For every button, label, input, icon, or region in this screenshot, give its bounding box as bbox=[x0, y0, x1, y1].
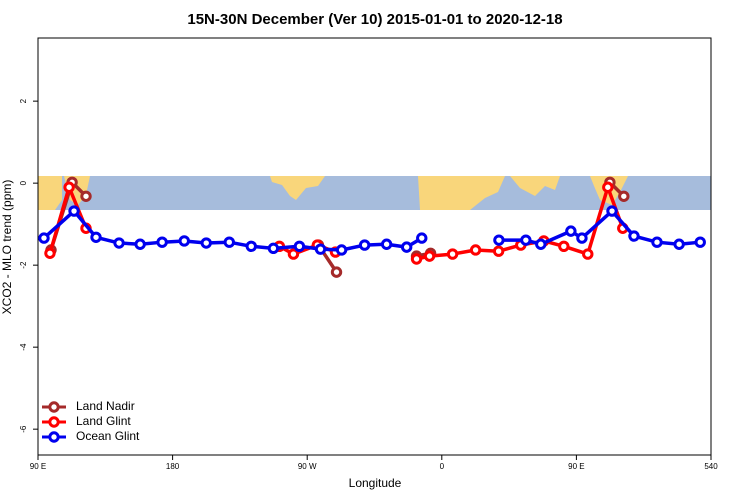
data-point bbox=[68, 205, 80, 217]
data-point bbox=[606, 205, 618, 217]
data-point bbox=[423, 250, 436, 262]
data-point bbox=[582, 248, 594, 260]
data-point bbox=[200, 237, 212, 249]
data-point bbox=[565, 225, 577, 237]
data-point bbox=[410, 253, 423, 265]
x-tick-label: 540 bbox=[704, 462, 718, 471]
data-point bbox=[287, 248, 300, 260]
data-point bbox=[576, 232, 588, 244]
data-point bbox=[156, 236, 168, 248]
legend-label: Ocean Glint bbox=[76, 429, 140, 443]
data-point bbox=[400, 241, 413, 253]
data-point bbox=[358, 239, 371, 251]
y-tick-label: -2 bbox=[19, 261, 28, 269]
y-axis-label: XCO2 - MLO trend (ppm) bbox=[0, 180, 14, 315]
data-point bbox=[330, 266, 343, 278]
legend-label: Land Nadir bbox=[76, 399, 135, 413]
y-tick-label: -6 bbox=[19, 425, 28, 433]
data-point bbox=[267, 242, 280, 255]
x-tick-label: 0 bbox=[440, 462, 445, 471]
data-point bbox=[314, 243, 327, 255]
x-tick-label: 90 W bbox=[298, 462, 317, 471]
x-axis-label: Longitude bbox=[349, 476, 402, 490]
data-point bbox=[446, 248, 459, 260]
legend-marker bbox=[48, 401, 60, 413]
data-point bbox=[694, 236, 706, 248]
x-tick-label: 90 E bbox=[568, 462, 584, 471]
data-point bbox=[380, 238, 393, 250]
chart-title: 15N-30N December (Ver 10) 2015-01-01 to … bbox=[187, 11, 562, 28]
data-point bbox=[492, 245, 505, 257]
data-point bbox=[618, 190, 630, 202]
x-tick-label: 90 E bbox=[30, 462, 46, 471]
data-point bbox=[520, 234, 532, 246]
data-point bbox=[493, 234, 505, 246]
y-tick-label: 0 bbox=[19, 180, 28, 185]
legend-label: Land Glint bbox=[76, 414, 131, 428]
y-tick-label: -4 bbox=[19, 343, 28, 351]
x-tick-label: 180 bbox=[166, 462, 180, 471]
data-point bbox=[651, 236, 663, 248]
data-point bbox=[178, 235, 190, 247]
data-point bbox=[113, 237, 125, 249]
data-point bbox=[558, 240, 570, 252]
data-point bbox=[335, 244, 348, 256]
y-tick-label: 2 bbox=[19, 98, 28, 103]
data-point bbox=[673, 238, 685, 250]
data-point bbox=[134, 238, 146, 250]
data-point bbox=[38, 232, 50, 244]
data-point bbox=[63, 181, 75, 193]
data-point bbox=[293, 240, 306, 252]
data-point bbox=[44, 247, 56, 259]
data-point bbox=[80, 190, 92, 202]
data-point bbox=[245, 240, 257, 252]
data-point bbox=[416, 232, 428, 244]
data-point bbox=[223, 236, 235, 248]
plot-frame bbox=[37, 37, 712, 456]
legend-marker bbox=[48, 416, 60, 428]
data-point bbox=[628, 230, 640, 242]
data-point bbox=[469, 244, 482, 256]
data-point bbox=[90, 231, 102, 243]
data-point bbox=[535, 238, 547, 250]
data-point bbox=[602, 181, 614, 193]
legend-marker bbox=[48, 431, 60, 443]
